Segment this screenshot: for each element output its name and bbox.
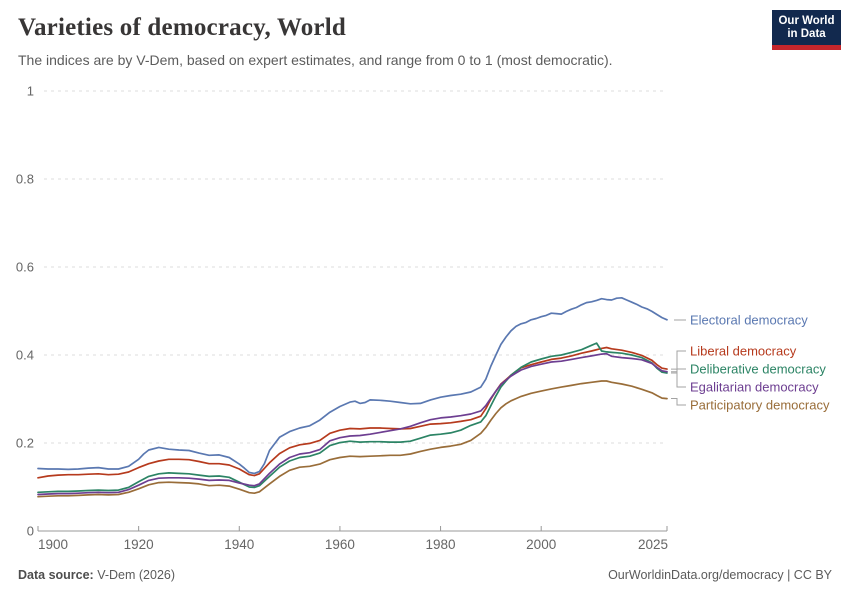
y-tick-label: 0.4 [16, 348, 34, 363]
legend-connector [671, 371, 686, 388]
x-tick-label: 1920 [124, 537, 154, 552]
y-tick-label: 1 [27, 84, 34, 99]
y-tick-label: 0 [27, 524, 34, 539]
x-tick-label: 2000 [526, 537, 556, 552]
legend-label[interactable]: Deliberative democracy [690, 362, 826, 377]
x-tick-label: 1960 [325, 537, 355, 552]
data-source-value: V-Dem (2026) [97, 568, 176, 582]
legend-connector [671, 350, 686, 370]
credit-link[interactable]: OurWorldinData.org/democracy | CC BY [608, 568, 832, 582]
series-line-participatory-democracy[interactable] [37, 380, 668, 498]
legend-connector [671, 368, 686, 374]
x-tick-label: 1900 [38, 537, 68, 552]
x-tick-label: 2025 [638, 537, 668, 552]
chart-footer: Data source: V-Dem (2026) OurWorldinData… [18, 568, 832, 582]
legend-label[interactable]: Liberal democracy [690, 344, 797, 359]
legend-label[interactable]: Electoral democracy [690, 313, 808, 328]
chart-canvas[interactable]: 0 0.2 0.4 0.6 0.8 1 1900 1920 1940 1960 1980 2000 20… [0, 80, 850, 560]
y-tick-label: 0.6 [16, 260, 34, 275]
legend-connector [671, 398, 686, 406]
series-line-liberal-democracy[interactable] [37, 346, 668, 479]
legend-label[interactable]: Participatory democracy [690, 398, 830, 413]
series-line-deliberative-democracy[interactable] [37, 342, 668, 494]
series-line-egalitarian-democracy[interactable] [37, 352, 668, 496]
chart-subtitle: The indices are by V-Dem, based on exper… [18, 52, 613, 68]
owid-logo[interactable]: Our World in Data [772, 10, 841, 50]
data-source-label: Data source: [18, 568, 94, 582]
series-line-electoral-democracy[interactable] [37, 296, 668, 475]
y-tick-label: 0.2 [16, 436, 34, 451]
data-source: Data source: V-Dem (2026) [18, 568, 175, 582]
page-title: Varieties of democracy, World [18, 14, 346, 41]
line-chart[interactable]: 0 0.2 0.4 0.6 0.8 1 1900 1920 1940 1960 1980 2000 20… [0, 80, 850, 560]
x-tick-label: 1940 [224, 537, 254, 552]
y-tick-label: 0.8 [16, 172, 34, 187]
owid-logo-line1: Our World [778, 15, 835, 27]
legend-label[interactable]: Egalitarian democracy [690, 380, 819, 395]
owid-logo-line2: in Data [787, 28, 826, 40]
x-tick-label: 1980 [426, 537, 456, 552]
